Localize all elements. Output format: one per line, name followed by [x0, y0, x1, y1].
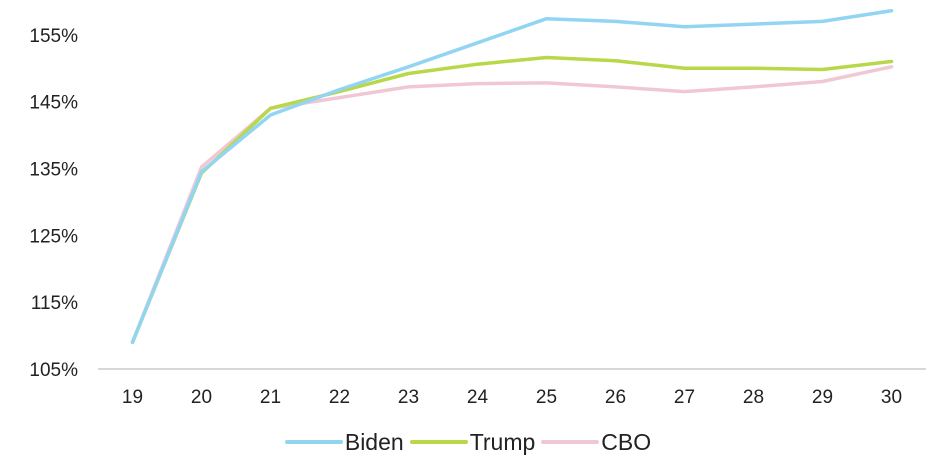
y-tick-label: 135%: [29, 159, 78, 180]
x-tick-label: 27: [674, 387, 695, 408]
legend-item-trump: Trump: [409, 428, 536, 456]
x-tick-label: 30: [881, 387, 902, 408]
x-tick-label: 25: [536, 387, 557, 408]
legend: Biden Trump CBO: [0, 425, 936, 459]
series-line-cbo: [130, 65, 894, 345]
series-layer: [130, 8, 894, 345]
legend-label: CBO: [601, 428, 652, 455]
y-axis: 105% 115% 125% 135% 145% 155%: [29, 26, 78, 381]
legend-item-cbo: CBO: [541, 429, 651, 456]
x-tick-label: 29: [812, 387, 833, 408]
x-tick-label: 23: [398, 387, 419, 408]
y-tick-label: 105%: [29, 360, 78, 381]
x-tick-label: 21: [260, 387, 281, 408]
x-tick-label: 26: [605, 387, 626, 408]
y-tick-label: 155%: [29, 26, 78, 47]
legend-item-biden: Biden: [284, 428, 404, 456]
legend-swatch: [284, 440, 343, 444]
x-tick-label: 19: [122, 387, 143, 408]
x-tick-label: 28: [743, 387, 764, 408]
x-tick-label: 24: [467, 387, 489, 408]
x-axis: 19 20 21 22 23 24 25 26 27 28 29 30: [98, 368, 926, 408]
x-tick-label: 22: [329, 387, 350, 408]
series-line-biden: [130, 8, 894, 345]
legend-swatch: [409, 440, 468, 444]
x-tick-label: 20: [191, 387, 212, 408]
legend-label: Biden: [344, 428, 404, 455]
legend-label: Trump: [469, 428, 536, 455]
y-tick-label: 125%: [29, 226, 78, 247]
y-tick-label: 145%: [29, 93, 78, 114]
legend-swatch: [541, 440, 600, 444]
y-tick-label: 115%: [31, 293, 78, 314]
series-line-trump: [130, 55, 894, 345]
